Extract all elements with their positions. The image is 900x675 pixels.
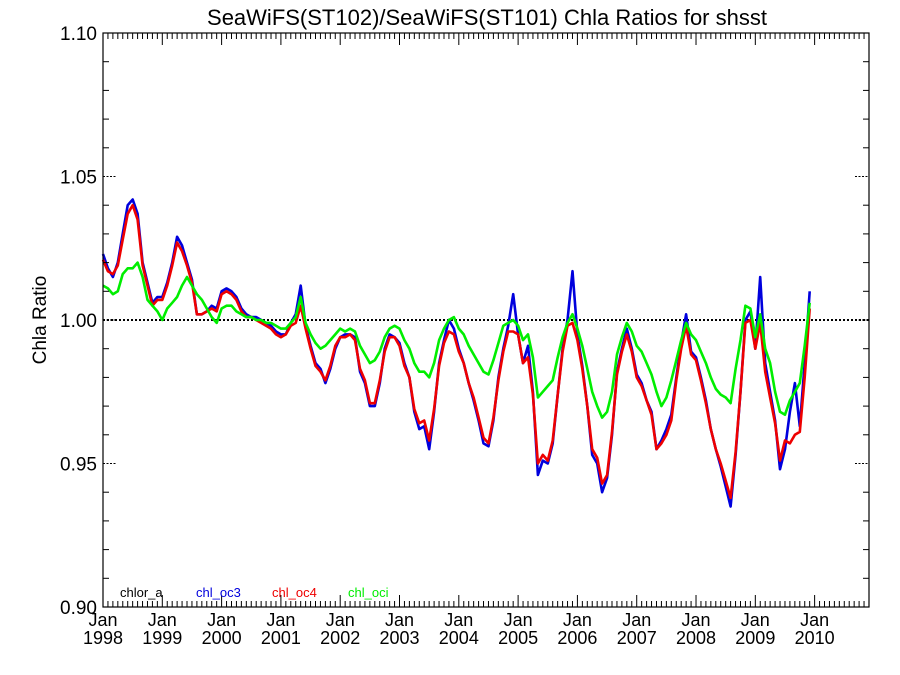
x-tick-year: 2009 bbox=[735, 628, 775, 648]
legend: chlor_a chl_oc3 chl_oc4 chl_oci bbox=[120, 585, 389, 600]
x-tick-month: Jan bbox=[88, 610, 117, 630]
x-tick-year: 2000 bbox=[202, 628, 242, 648]
x-tick-month: Jan bbox=[800, 610, 829, 630]
y-tick-label: 1.10 bbox=[60, 24, 97, 45]
x-tick-month: Jan bbox=[207, 610, 236, 630]
x-tick-year: 1999 bbox=[142, 628, 182, 648]
series-layer bbox=[101, 198, 811, 508]
x-tick-month: Jan bbox=[504, 610, 533, 630]
x-tick-month: Jan bbox=[444, 610, 473, 630]
y-tick-label: 0.95 bbox=[60, 455, 97, 476]
legend-entry-chl-oc3: chl_oc3 bbox=[196, 585, 241, 600]
series-line-chl-oci bbox=[102, 261, 811, 419]
x-tick-year: 2005 bbox=[498, 628, 538, 648]
legend-entry-chl-oci: chl_oci bbox=[348, 585, 389, 600]
y-tick-label: 0.90 bbox=[60, 598, 97, 619]
axis-layer: 0.900.951.001.051.10Jan1998Jan1999Jan200… bbox=[60, 24, 870, 648]
legend-entry-chlor-a: chlor_a bbox=[120, 585, 163, 600]
x-tick-month: Jan bbox=[326, 610, 355, 630]
x-tick-month: Jan bbox=[266, 610, 295, 630]
x-tick-year: 2002 bbox=[320, 628, 360, 648]
x-tick-year: 1998 bbox=[83, 628, 123, 648]
y-axis-label: Chla Ratio bbox=[30, 276, 51, 365]
x-tick-month: Jan bbox=[148, 610, 177, 630]
x-tick-month: Jan bbox=[622, 610, 651, 630]
x-tick-month: Jan bbox=[563, 610, 592, 630]
series-line-chl-oc4 bbox=[101, 203, 811, 500]
series-line-chl-oc3 bbox=[101, 198, 811, 508]
x-tick-year: 2004 bbox=[439, 628, 479, 648]
x-tick-year: 2006 bbox=[557, 628, 597, 648]
x-tick-month: Jan bbox=[741, 610, 770, 630]
x-tick-year: 2007 bbox=[617, 628, 657, 648]
x-tick-year: 2010 bbox=[795, 628, 835, 648]
chart-title: SeaWiFS(ST102)/SeaWiFS(ST101) Chla Ratio… bbox=[207, 5, 767, 30]
x-tick-year: 2008 bbox=[676, 628, 716, 648]
legend-entry-chl-oc4: chl_oc4 bbox=[272, 585, 317, 600]
x-tick-year: 2003 bbox=[379, 628, 419, 648]
x-tick-year: 2001 bbox=[261, 628, 301, 648]
y-tick-label: 1.00 bbox=[60, 311, 97, 332]
x-tick-month: Jan bbox=[682, 610, 711, 630]
y-tick-label: 1.05 bbox=[60, 168, 97, 189]
x-tick-month: Jan bbox=[385, 610, 414, 630]
